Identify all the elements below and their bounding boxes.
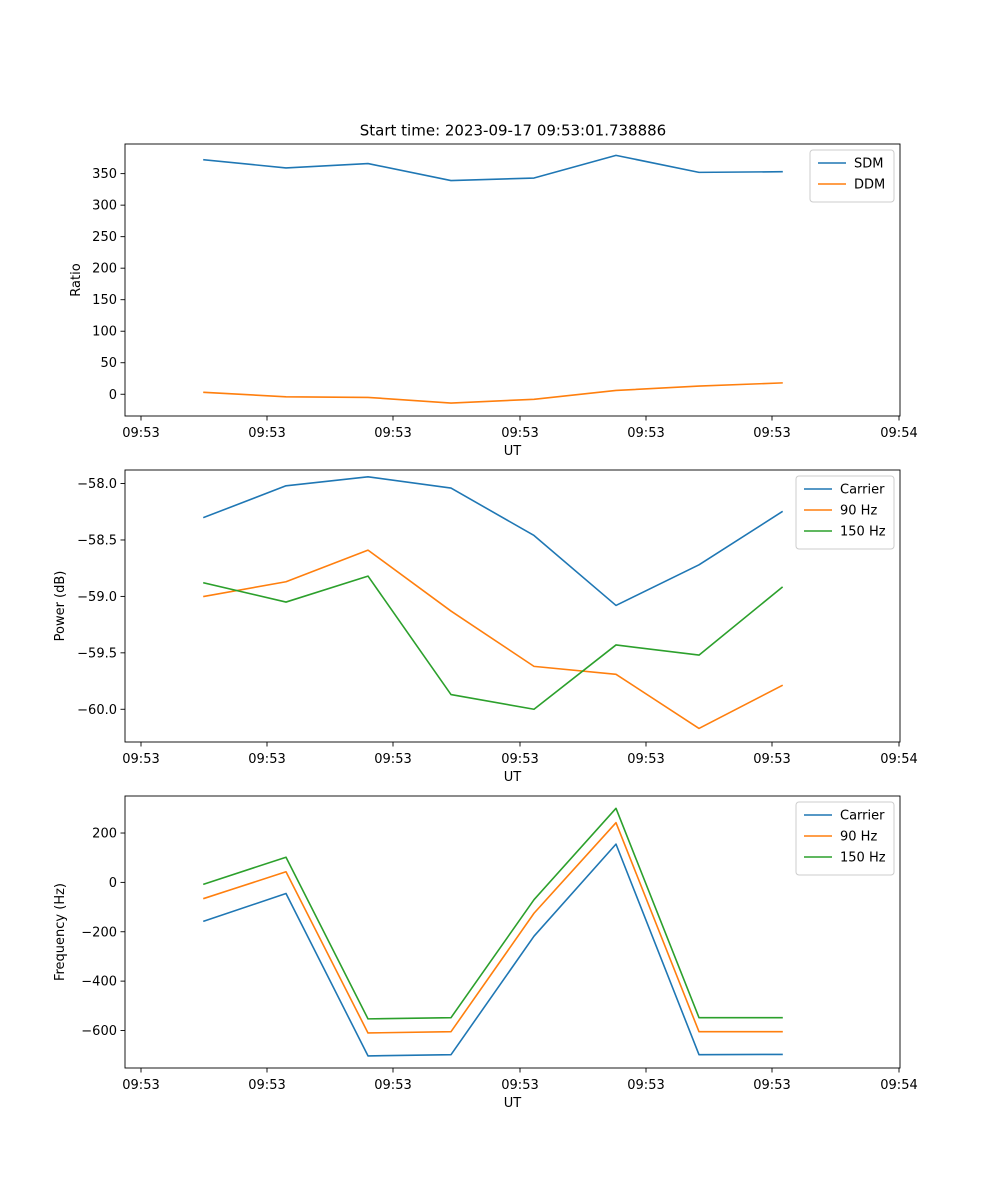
y-tick-label: 300	[92, 199, 117, 214]
chart-panel-1: 09:53 09:53 09:53 09:53 09:53 09:53 09:54 0 50 10…	[69, 143, 918, 459]
chart-panel-3: 09:53 09:53 09:53 09:53 09:53 09:53 09:54 −600 −…	[53, 795, 918, 1111]
x-tick-label: 09:53	[501, 752, 538, 767]
x-tick-label: 09:54	[880, 1078, 917, 1093]
legend-label: 90 Hz	[840, 830, 877, 845]
x-tick-label: 09:53	[248, 1078, 285, 1093]
y-tick-label: −400	[81, 975, 117, 990]
x-tick-label: 09:53	[248, 426, 285, 441]
y-tick-label: −60.0	[77, 703, 117, 718]
y-tick-label: −59.5	[77, 646, 117, 661]
x-tick-label: 09:53	[627, 1078, 664, 1093]
series-line-sdm	[203, 154, 783, 182]
y-tick-label: 150	[92, 293, 117, 308]
legend-label: Carrier	[840, 809, 885, 824]
legend-label: Carrier	[840, 483, 885, 498]
x-tick-label: 09:53	[122, 752, 159, 767]
legend: Carrier 90 Hz 150 Hz	[795, 475, 895, 550]
x-tick-label: 09:53	[627, 752, 664, 767]
series-line-90-hz	[203, 549, 784, 730]
y-tick-label: 200	[92, 262, 117, 277]
legend-label: DDM	[854, 178, 885, 193]
y-tick-label: 350	[92, 167, 117, 182]
series-line-carrier	[202, 475, 784, 607]
x-tick-label: 09:53	[248, 752, 285, 767]
y-tick-label: −58.5	[77, 533, 117, 548]
figure-title: Start time: 2023-09-17 09:53:01.738886	[360, 122, 666, 140]
chart-panel-2: 09:53 09:53 09:53 09:53 09:53 09:53 09:54 −60.0…	[53, 469, 918, 785]
panels: 09:53 09:53 09:53 09:53 09:53 09:53 09:54 0 50 10…	[53, 143, 918, 1111]
series-line-carrier	[202, 843, 783, 1057]
x-tick-label: 09:53	[753, 752, 790, 767]
y-tick-label: −600	[81, 1024, 117, 1039]
axes-frame	[124, 469, 901, 743]
x-tick-label: 09:53	[374, 752, 411, 767]
y-tick-label: −59.0	[77, 590, 117, 605]
y-tick-label: 250	[92, 230, 117, 245]
y-axis-label: Ratio	[69, 263, 84, 296]
y-tick-label: 50	[100, 356, 117, 371]
x-tick-label: 09:54	[880, 426, 917, 441]
y-tick-label: 0	[109, 388, 117, 403]
y-tick-label: −58.0	[77, 477, 117, 492]
series-line-ddm	[203, 382, 783, 404]
x-tick-label: 09:53	[122, 1078, 159, 1093]
x-tick-label: 09:53	[374, 426, 411, 441]
legend: Carrier 90 Hz 150 Hz	[795, 801, 895, 876]
x-tick-label: 09:53	[501, 426, 538, 441]
x-axis-label: UT	[504, 770, 522, 785]
y-tick-label: 0	[109, 876, 117, 891]
series-line-150-hz	[202, 807, 783, 1020]
y-axis-label: Power (dB)	[53, 571, 68, 642]
legend-label: 150 Hz	[840, 851, 886, 866]
series-line-150-hz	[203, 575, 784, 711]
axes-frame	[124, 795, 901, 1069]
y-tick-label: 100	[92, 325, 117, 340]
legend-label: 90 Hz	[840, 504, 877, 519]
x-tick-label: 09:54	[880, 752, 917, 767]
y-tick-label: −200	[81, 925, 117, 940]
legend-label: 150 Hz	[840, 525, 886, 540]
x-axis-label: UT	[504, 1096, 522, 1111]
x-tick-label: 09:53	[374, 1078, 411, 1093]
x-axis-label: UT	[504, 444, 522, 459]
y-tick-label: 200	[92, 827, 117, 842]
x-tick-label: 09:53	[753, 426, 790, 441]
axes-frame	[124, 143, 901, 417]
legend-label: SDM	[854, 157, 883, 172]
x-tick-label: 09:53	[501, 1078, 538, 1093]
series-line-90-hz	[202, 821, 783, 1034]
x-tick-label: 09:53	[627, 426, 664, 441]
legend: SDM DDM	[809, 149, 895, 203]
x-tick-label: 09:53	[122, 426, 159, 441]
x-tick-label: 09:53	[753, 1078, 790, 1093]
y-axis-label: Frequency (Hz)	[53, 883, 68, 981]
